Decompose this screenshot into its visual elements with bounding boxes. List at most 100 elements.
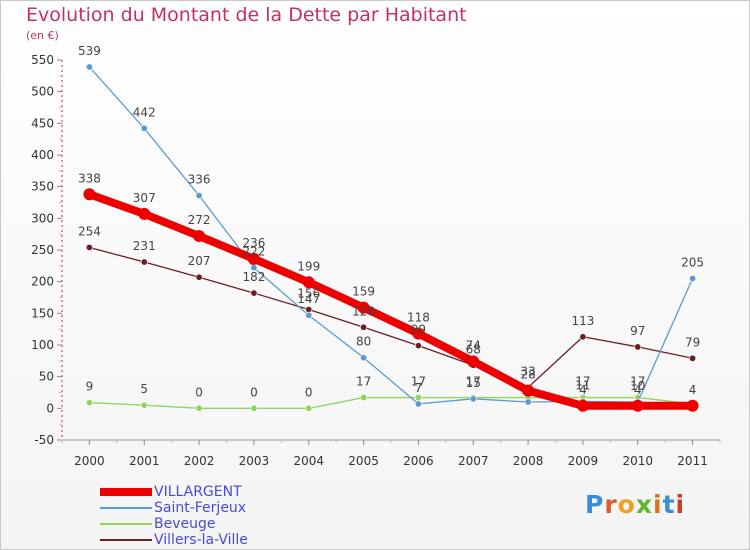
y-tick-label: 300 <box>31 211 54 225</box>
legend-swatch <box>100 539 152 541</box>
y-tick-label: 100 <box>31 338 54 352</box>
y-tick-label: 400 <box>31 148 54 162</box>
data-label-villers-la-ville: 182 <box>242 270 265 284</box>
point-villargent <box>138 207 151 220</box>
data-labels: 254 231 207 182 156 128 99 68 33 113 97 79 9 5 0 0 0 17 17… <box>78 44 704 399</box>
y-tick-label: 450 <box>31 116 54 130</box>
y-tick-label: 0 <box>46 401 54 415</box>
point-beveuge <box>305 404 313 412</box>
data-label-beveuge: 5 <box>140 382 148 396</box>
point-beveuge <box>140 401 148 409</box>
proxiti-logo: Proxiti <box>585 490 685 519</box>
point-villargent <box>193 230 206 243</box>
point-villers-la-ville <box>634 343 642 351</box>
data-label-saint-ferjeux: 539 <box>78 44 101 58</box>
data-label-beveuge: 17 <box>411 375 426 389</box>
data-label-villers-la-ville: 128 <box>352 304 375 318</box>
point-beveuge <box>360 394 368 402</box>
x-tick-label: 2009 <box>568 454 599 468</box>
series-line-beveuge <box>89 396 693 409</box>
y-tick-label: 250 <box>31 243 54 257</box>
data-label-beveuge: 17 <box>466 375 481 389</box>
point-saint-ferjeux <box>85 63 93 71</box>
data-label-villargent: 118 <box>407 311 430 325</box>
data-label-villargent: 28 <box>520 368 535 382</box>
x-tick-label: 2003 <box>239 454 270 468</box>
x-tick-label: 2000 <box>74 454 105 468</box>
y-tick-label: 50 <box>39 370 54 384</box>
logo-letter: x <box>635 490 653 519</box>
series-line-saint-ferjeux <box>88 66 694 405</box>
point-villargent <box>686 399 699 412</box>
point-villers-la-ville <box>360 323 368 331</box>
data-label-beveuge: 17 <box>575 375 590 389</box>
point-beveuge <box>85 399 93 407</box>
y-tick-label: 500 <box>31 85 54 99</box>
data-label-beveuge: 0 <box>305 385 313 399</box>
point-saint-ferjeux <box>140 124 148 132</box>
point-villargent <box>467 355 480 368</box>
data-label-villers-la-ville: 231 <box>133 239 156 253</box>
series-layer <box>83 63 699 412</box>
data-label-saint-ferjeux: 15 <box>466 376 481 390</box>
legend-label: Villers-la-Ville <box>154 532 248 548</box>
point-beveuge <box>250 404 258 412</box>
data-label-villers-la-ville: 207 <box>188 254 211 268</box>
data-label-villargent: 199 <box>297 259 320 273</box>
y-tick-label: 550 <box>31 53 54 67</box>
point-saint-ferjeux <box>469 395 477 403</box>
data-label-villargent: 338 <box>78 171 101 185</box>
legend-label: Beveuge <box>154 516 216 532</box>
point-saint-ferjeux <box>360 354 368 362</box>
data-label-villargent: 307 <box>133 191 156 205</box>
y-tick-label: 200 <box>31 275 54 289</box>
point-villers-la-ville <box>579 333 587 341</box>
point-villers-la-ville <box>250 289 258 297</box>
data-label-villers-la-ville: 113 <box>571 314 594 328</box>
series-line-villargent <box>88 190 693 410</box>
data-label-villers-la-ville: 97 <box>630 324 645 338</box>
point-villargent <box>247 252 260 265</box>
data-label-saint-ferjeux: 205 <box>681 256 704 270</box>
point-villargent <box>302 276 315 289</box>
legend-label: VILLARGENT <box>154 484 242 500</box>
legend-swatch <box>100 488 152 496</box>
data-label-villargent: 236 <box>242 236 265 250</box>
point-beveuge <box>195 404 203 412</box>
point-saint-ferjeux <box>689 274 697 282</box>
y-tick-label: 150 <box>31 306 54 320</box>
x-tick-label: 2006 <box>403 454 434 468</box>
data-label-saint-ferjeux: 336 <box>188 173 211 187</box>
data-label-villers-la-ville: 33 <box>520 364 535 378</box>
logo-letter: r <box>604 490 618 519</box>
data-label-villargent: 4 <box>579 383 587 397</box>
data-label-beveuge: 17 <box>630 375 645 389</box>
point-villers-la-ville <box>85 243 93 251</box>
data-label-villers-la-ville: 254 <box>78 224 101 238</box>
point-villers-la-ville <box>689 354 697 362</box>
logo-letter: i <box>653 490 663 519</box>
point-villargent <box>412 327 425 340</box>
point-villargent <box>576 399 589 412</box>
logo-letter: o <box>617 490 636 519</box>
data-label-villers-la-ville: 68 <box>466 342 481 356</box>
data-label-beveuge: 17 <box>356 375 371 389</box>
x-tick-label: 2004 <box>293 454 324 468</box>
data-label-saint-ferjeux: 442 <box>133 105 156 119</box>
x-tick-label: 2005 <box>348 454 379 468</box>
data-label-villers-la-ville: 156 <box>297 287 320 301</box>
data-label-beveuge: 0 <box>250 385 258 399</box>
data-label-saint-ferjeux: 11 <box>575 378 590 392</box>
axes: -500501001502002503003504004505005502000… <box>31 53 721 468</box>
x-tick-label: 2001 <box>129 454 160 468</box>
point-beveuge <box>414 394 422 402</box>
point-villargent <box>522 384 535 397</box>
data-label-villargent: 4 <box>634 383 642 397</box>
point-villers-la-ville <box>195 273 203 281</box>
x-tick-label: 2002 <box>184 454 215 468</box>
logo-letter: P <box>585 490 605 519</box>
data-label-villargent: 4 <box>689 383 697 397</box>
chart-subtitle: (en €) <box>26 29 59 42</box>
point-villers-la-ville <box>140 258 148 266</box>
